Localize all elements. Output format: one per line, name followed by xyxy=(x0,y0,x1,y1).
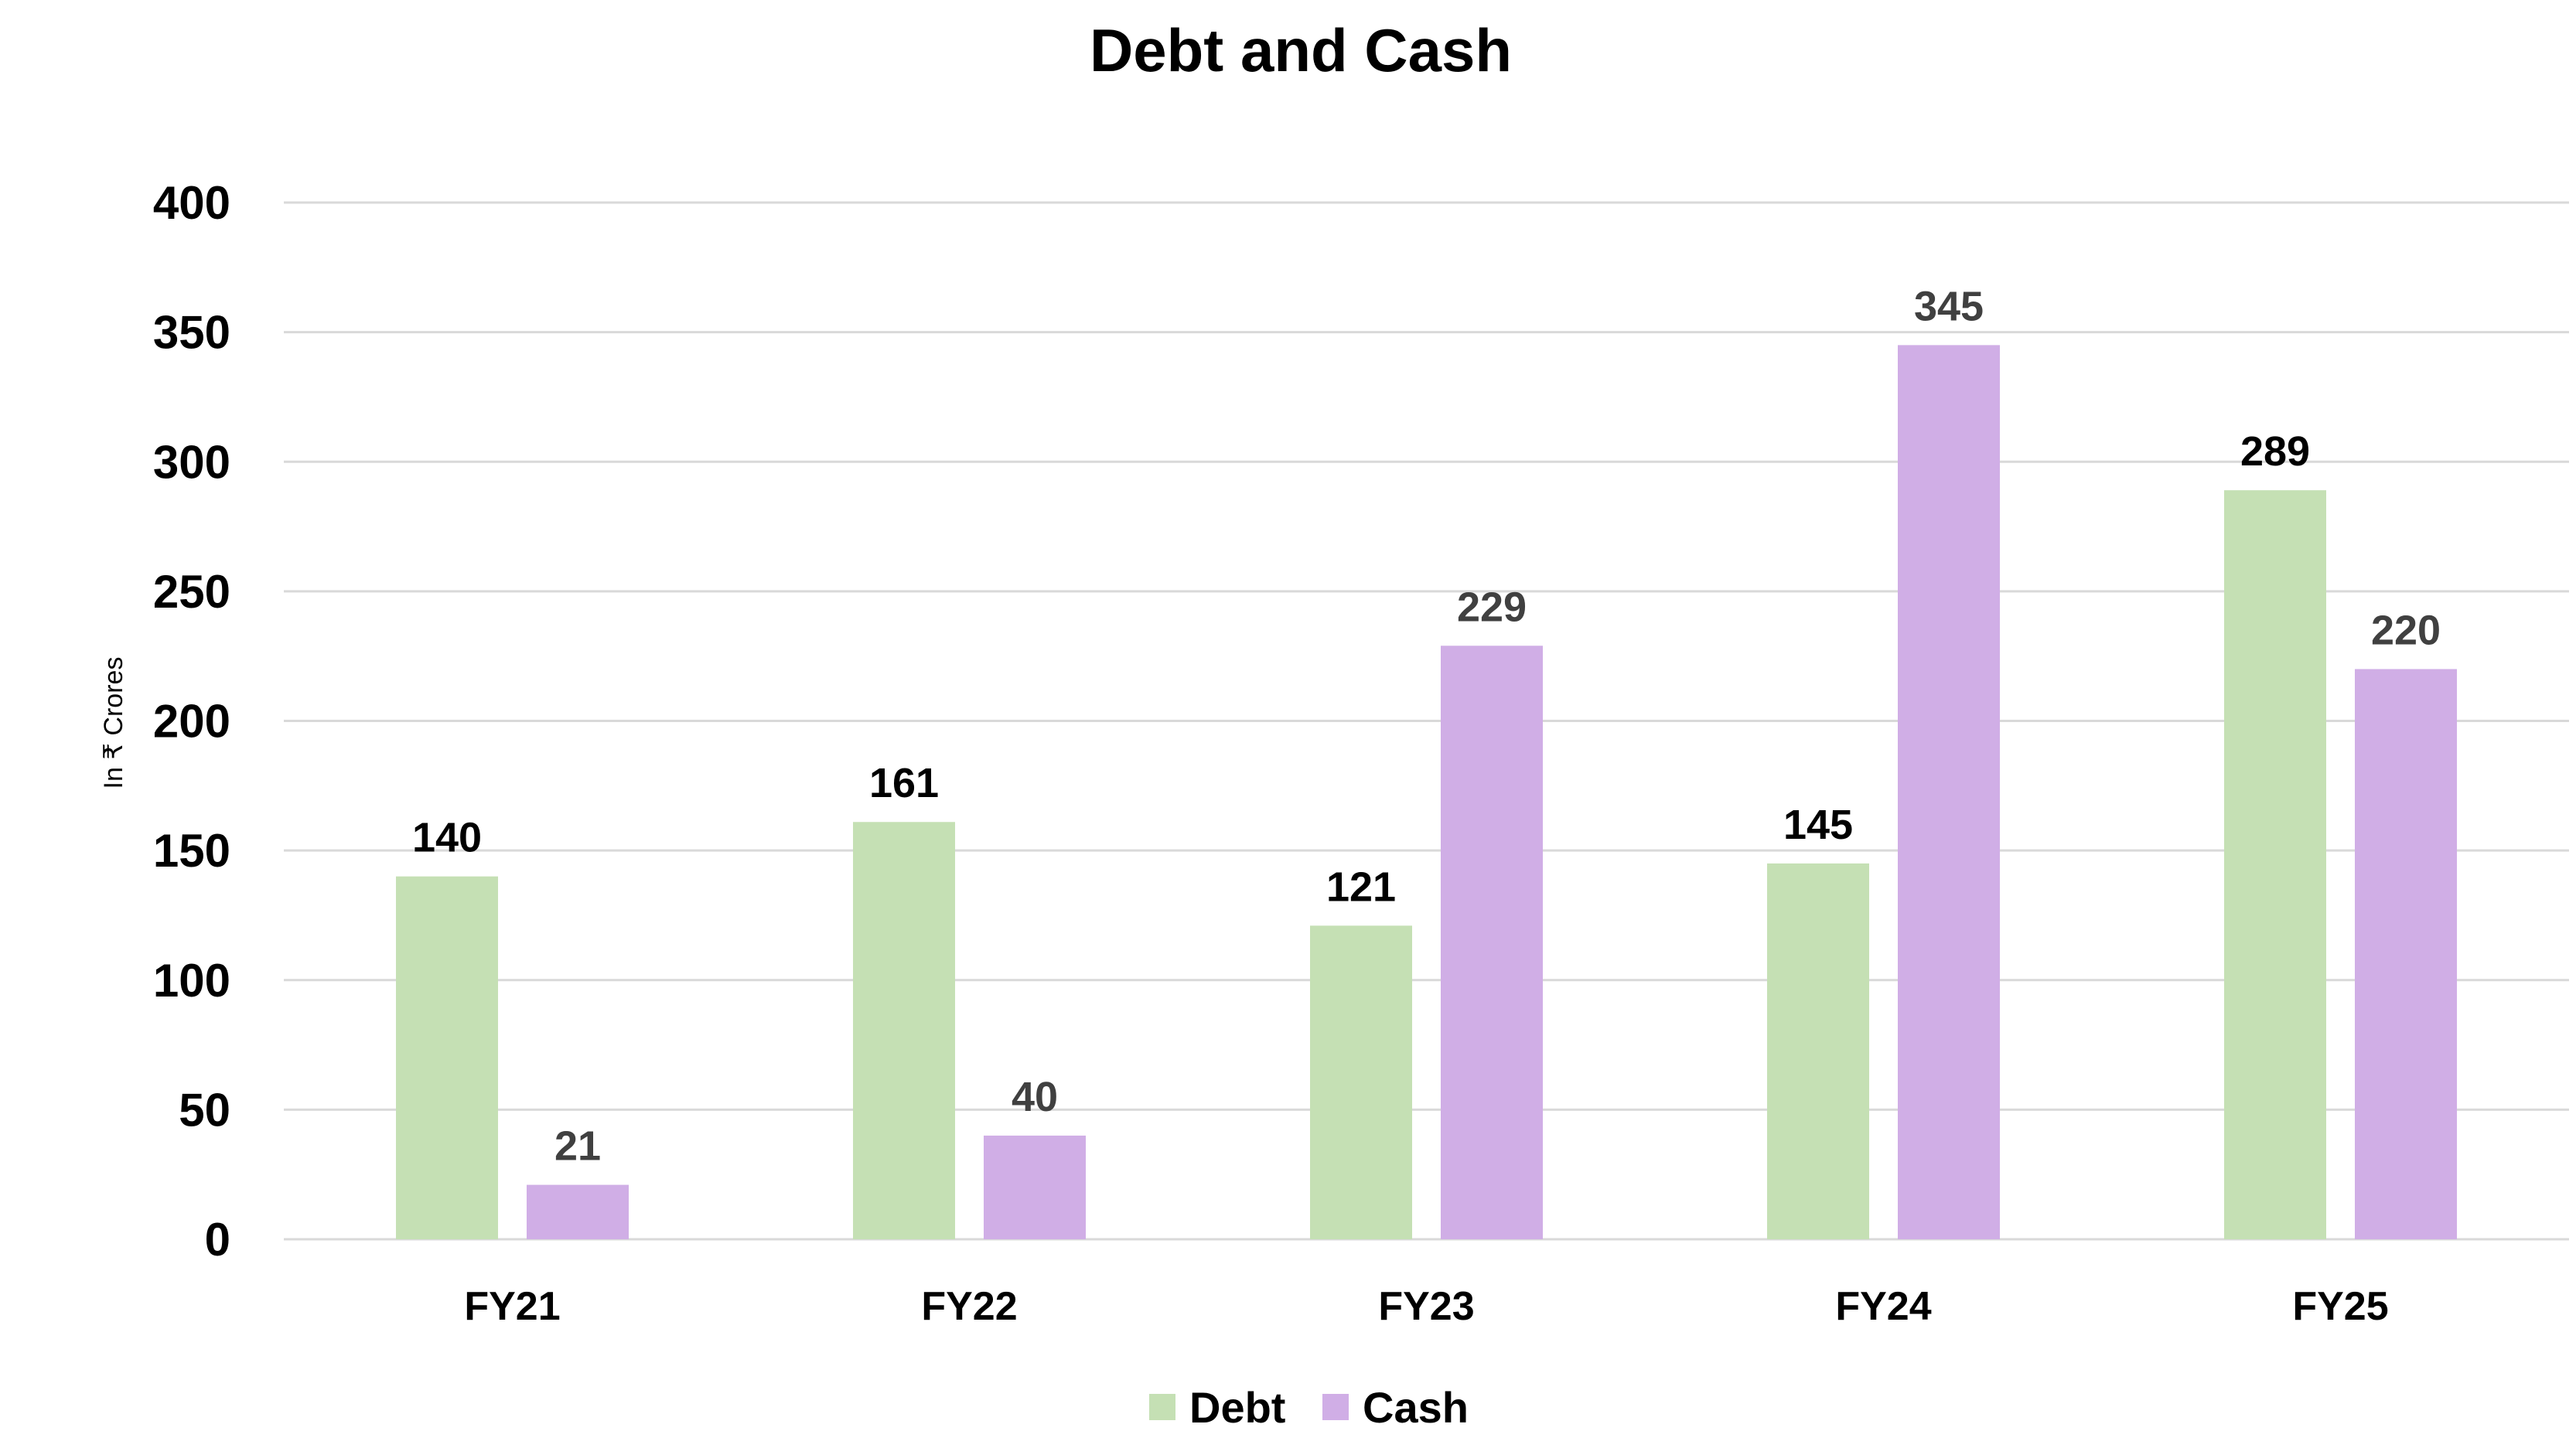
data-label-cash-fy22: 40 xyxy=(1012,1074,1058,1120)
x-tick-label: FY24 xyxy=(1835,1284,1931,1329)
y-tick-label: 100 xyxy=(153,955,230,1007)
x-tick-label: FY22 xyxy=(921,1284,1017,1329)
x-tick-label: FY25 xyxy=(2292,1284,2388,1329)
x-tick-label: FY21 xyxy=(464,1284,560,1329)
y-tick-label: 350 xyxy=(153,307,230,359)
data-label-cash-fy23: 229 xyxy=(1457,584,1527,630)
y-tick-label: 0 xyxy=(205,1214,230,1266)
data-label-cash-fy25: 220 xyxy=(2371,607,2441,653)
legend-label-cash: Cash xyxy=(1363,1383,1469,1432)
bar-debt-fy24 xyxy=(1767,863,1869,1239)
y-axis-label: In ₹ Crores xyxy=(99,657,128,789)
legend-label-debt: Debt xyxy=(1189,1383,1285,1432)
bar-cash-fy24 xyxy=(1898,345,2000,1240)
data-label-cash-fy24: 345 xyxy=(1914,283,1984,329)
data-label-cash-fy21: 21 xyxy=(554,1123,601,1170)
data-label-debt-fy24: 145 xyxy=(1783,802,1853,848)
y-tick-label: 200 xyxy=(153,696,230,748)
bar-cash-fy25 xyxy=(2355,669,2457,1239)
legend: Debt Cash xyxy=(1149,1383,1469,1432)
data-label-debt-fy22: 161 xyxy=(869,760,939,806)
x-axis-ticks: FY21 FY22 FY23 FY24 FY25 xyxy=(464,1284,2388,1329)
bar-cash-fy21 xyxy=(527,1184,629,1239)
bar-debt-fy22 xyxy=(853,822,955,1239)
chart-title: Debt and Cash xyxy=(1090,16,1512,84)
y-tick-label: 400 xyxy=(153,177,230,229)
bar-debt-fy25 xyxy=(2224,490,2326,1239)
data-label-debt-fy25: 289 xyxy=(2240,428,2310,475)
legend-swatch-debt xyxy=(1149,1394,1175,1420)
y-tick-label: 300 xyxy=(153,436,230,488)
y-tick-label: 150 xyxy=(153,825,230,877)
x-tick-label: FY23 xyxy=(1378,1284,1474,1329)
bar-cash-fy23 xyxy=(1441,646,1543,1239)
bar-debt-fy23 xyxy=(1310,925,1412,1239)
gridlines xyxy=(284,201,2569,1241)
bar-debt-fy21 xyxy=(396,876,498,1239)
data-label-debt-fy21: 140 xyxy=(412,815,482,861)
y-axis-ticks: 0 50 100 150 200 250 300 350 400 xyxy=(153,177,230,1266)
legend-swatch-cash xyxy=(1322,1394,1349,1420)
y-tick-label: 250 xyxy=(153,566,230,618)
bar-cash-fy22 xyxy=(984,1135,1086,1239)
data-label-debt-fy23: 121 xyxy=(1326,864,1396,910)
data-labels: 140 21 161 40 121 229 145 345 289 220 xyxy=(412,283,2441,1169)
bars xyxy=(396,345,2457,1240)
y-tick-label: 50 xyxy=(179,1084,230,1136)
